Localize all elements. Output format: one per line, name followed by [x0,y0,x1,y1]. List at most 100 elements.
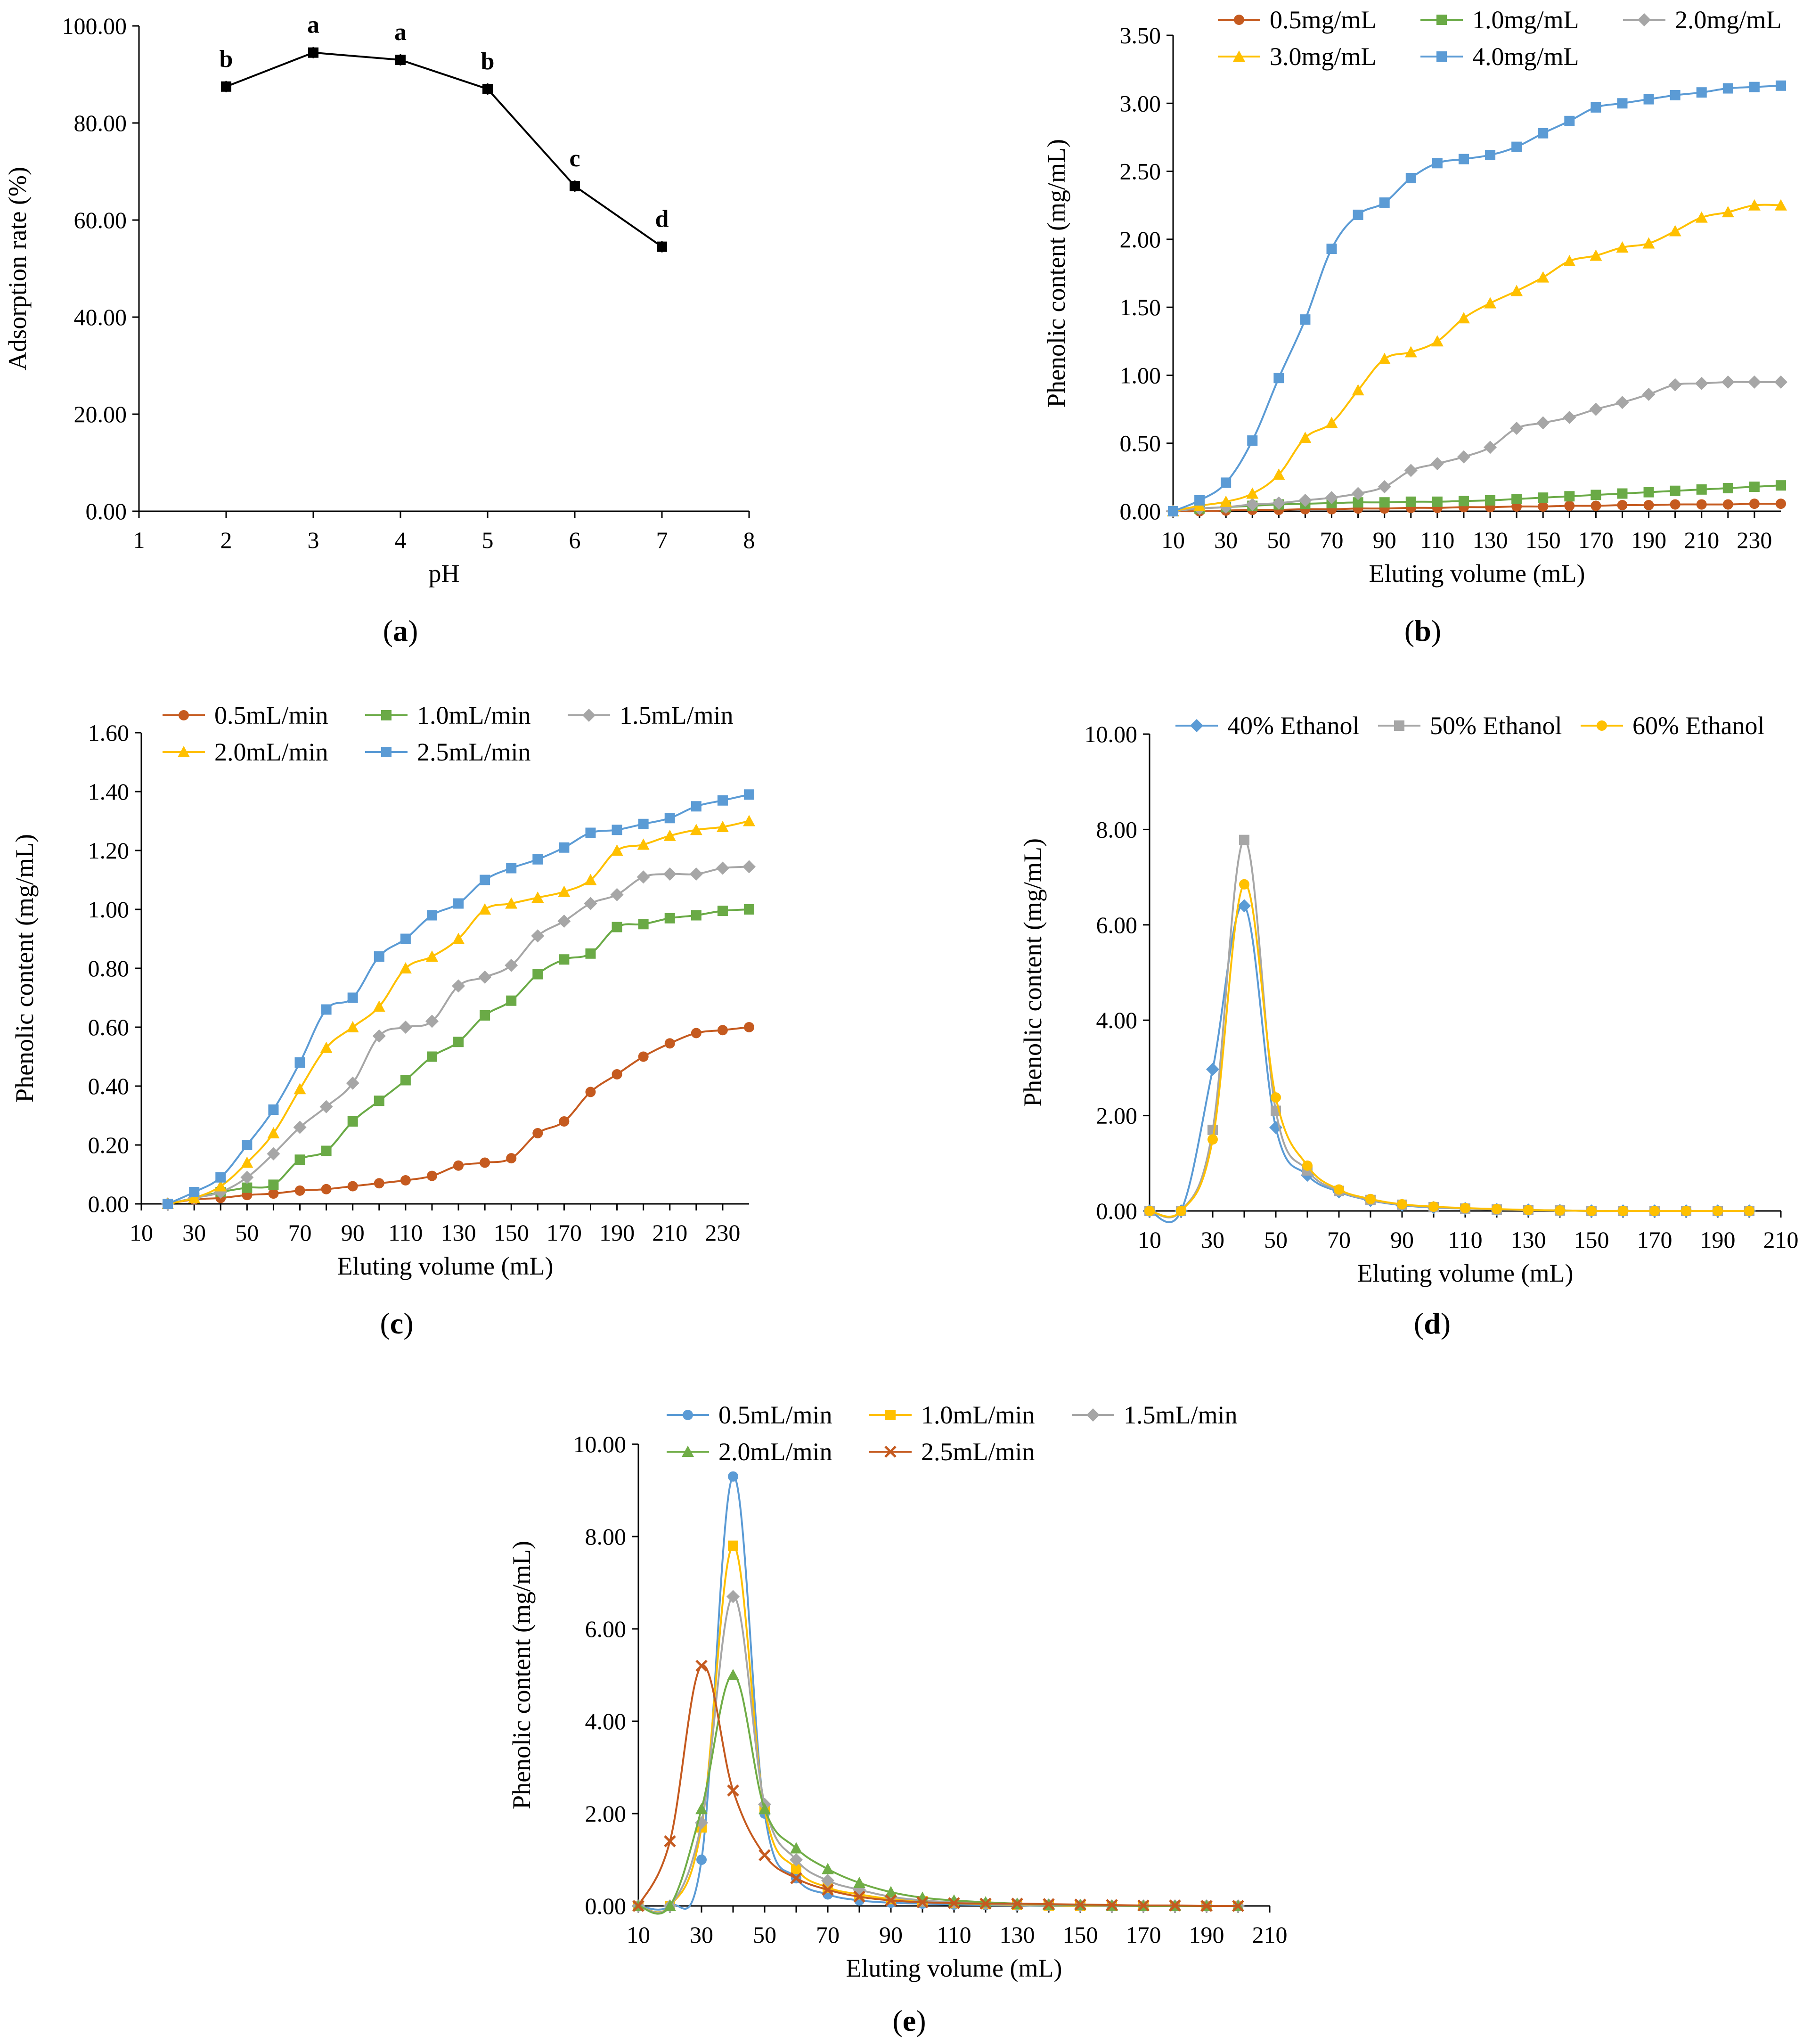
significance-label: b [481,48,495,75]
series-line [167,866,750,1205]
data-point [505,958,518,972]
data-point [1615,396,1629,409]
y-tick-label: 10.00 [573,1431,627,1457]
data-point [664,1900,676,1911]
legend: 0.5mL/min 1.0mL/min 1.5mL/min 2.0mL/min 2.5m… [667,1401,1238,1466]
data-point [1326,244,1337,254]
data-point [1696,87,1707,98]
data-point [1238,899,1251,913]
data-point [453,1160,464,1171]
data-point [426,1170,437,1181]
data-point [1536,416,1550,430]
data-point [1353,497,1363,508]
legend-label: 2.5mL/min [921,1438,1035,1466]
data-point [1176,1206,1186,1216]
data-point [1485,495,1496,506]
chart-a: 0.00 20.00 40.00 60.00 80.00 100.00 1 2 3 4 5 6 7 8 pH… [3,12,755,647]
data-point [215,1172,226,1183]
caption-paren-close: ) [1441,1307,1451,1340]
data-point [1563,255,1576,267]
data-point [374,951,384,962]
y-tick-label: 8.00 [1096,816,1138,842]
legend-item: 2.0mL/min [163,738,328,766]
data-point [1695,376,1708,390]
x-tick-label: 5 [482,527,494,553]
y-tick-label: 0.00 [1096,1198,1138,1224]
legend-marker [884,1446,897,1458]
data-point [638,1051,649,1062]
y-tick-label: 0.20 [88,1132,130,1158]
data-point [1511,494,1522,505]
x-tick-label: 230 [705,1219,740,1246]
series-2-0ml-min [632,1669,1244,1915]
y-tick-label: 1.60 [88,719,130,746]
data-point [163,1199,173,1209]
caption-paren-open: ( [383,614,393,647]
y-tick-label: 1.20 [88,837,130,864]
x-tick-label: 30 [1214,527,1238,553]
x-tick-label: 3 [308,527,319,553]
data-point [1137,1899,1150,1912]
data-point [1404,464,1418,477]
data-point [294,1057,305,1068]
x-tick-label: 90 [341,1219,365,1246]
series-line [638,1545,1238,1913]
x-tick-label: 150 [1574,1226,1609,1253]
data-point [1617,488,1628,499]
data-point [1074,1898,1086,1911]
data-point [1775,199,1787,211]
data-point [726,1590,740,1603]
legend-item: 0.5mg/mL [1218,6,1377,34]
data-point [716,861,729,875]
data-point [717,795,728,806]
series-1-0ml-min [633,1540,1243,1913]
legend-marker [683,1410,693,1420]
legend: 40% Ethanol 50% Ethanol 60% Ethanol [1175,711,1764,740]
y-tick-label: 1.40 [88,778,130,805]
data-point [1460,1202,1470,1213]
data-point [696,1855,707,1865]
series-2-5ml-min [163,789,754,1209]
legend-label: 2.0mL/min [718,1438,832,1466]
data-point [1432,158,1443,169]
data-point [691,1028,702,1038]
data-point [1749,482,1760,492]
legend-label: 1.0mL/min [417,701,531,729]
data-point [267,1147,280,1161]
data-point [728,1471,738,1482]
data-point [664,813,675,824]
data-point [372,1029,386,1043]
data-point [1564,500,1575,511]
y-tick-label: 2.50 [1120,158,1161,185]
series-line [167,793,750,1205]
data-point [979,1896,992,1908]
legend-marker [682,1446,694,1457]
data-point [612,825,622,835]
data-point [585,1087,596,1097]
legend-label: 4.0mg/mL [1472,42,1579,71]
data-point [1511,141,1522,152]
data-point [717,906,728,916]
panel-caption: (e) [892,2004,926,2037]
data-point [1484,441,1497,454]
series-line [167,820,750,1205]
y-tick-label: 4.00 [1096,1007,1138,1033]
x-tick-label: 8 [743,527,755,553]
y-tick-label: 80.00 [74,110,127,136]
series-60-ethanol [1144,879,1754,1218]
legend-item: 1.5mL/min [568,701,734,729]
data-point [374,1178,384,1189]
data-point [294,1083,306,1095]
data-point [400,1075,411,1086]
data-point [744,1022,754,1032]
legend-label: 60% Ethanol [1632,711,1764,740]
data-point [347,1181,358,1192]
series-line [638,1595,1238,1914]
series-3-0mg-ml [1167,199,1787,516]
data-point [1272,496,1286,510]
data-point [638,919,649,930]
y-tick-label: 6.00 [585,1616,627,1642]
data-point [727,1784,739,1797]
chart-c: 0.00 0.20 0.40 0.60 0.80 1.00 1.20 1.40 1.60 10 30… [10,701,756,1340]
data-point [1405,173,1416,183]
